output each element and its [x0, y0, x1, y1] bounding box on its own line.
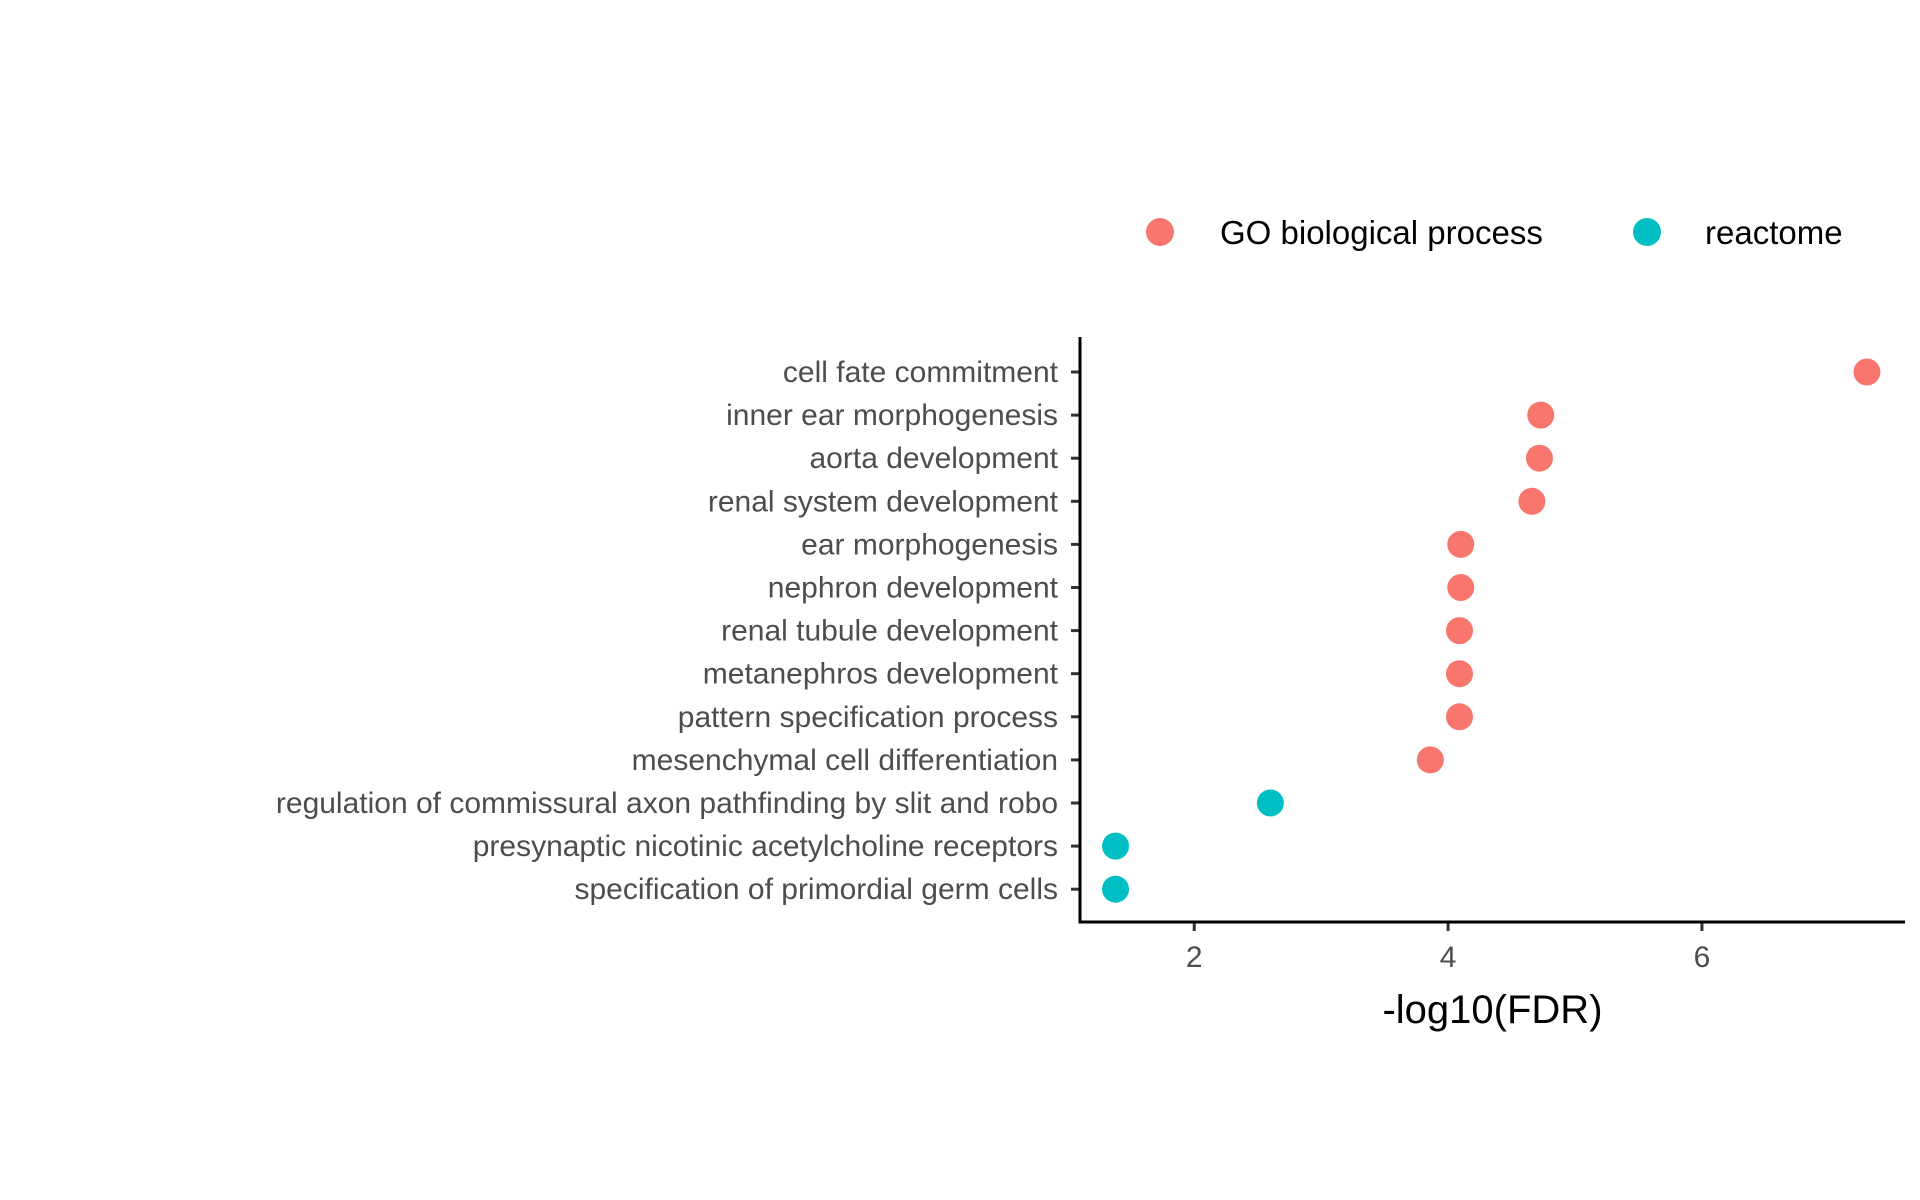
- legend: GO biological process reactome: [1146, 214, 1843, 251]
- data-point: [1853, 358, 1881, 386]
- legend-key: [1633, 218, 1661, 246]
- y-tick-label: cell fate commitment: [783, 356, 1059, 389]
- data-point: [1446, 617, 1473, 645]
- y-tick-label: presynaptic nicotinic acetylcholine rece…: [473, 830, 1058, 863]
- data-point: [1447, 530, 1475, 558]
- legend-label: reactome: [1705, 214, 1843, 251]
- data-points: [1102, 358, 1881, 903]
- data-point: [1446, 703, 1473, 731]
- y-tick-label: mesenchymal cell differentiation: [632, 744, 1058, 777]
- y-tick-label: inner ear morphogenesis: [726, 399, 1058, 432]
- data-point: [1525, 444, 1553, 472]
- y-axis-labels: cell fate commitment inner ear morphogene…: [276, 356, 1059, 906]
- y-tick-label: regulation of commissural axon pathfindi…: [276, 787, 1058, 820]
- y-tick-label: renal tubule development: [721, 615, 1059, 648]
- y-tick-label: aorta development: [810, 442, 1059, 475]
- x-tick-label: 4: [1440, 941, 1457, 974]
- x-tick-label: 6: [1694, 941, 1711, 974]
- x-axis-ticks: 2 4 6: [1186, 922, 1710, 974]
- legend-key: [1146, 218, 1174, 246]
- y-tick-label: nephron development: [768, 572, 1059, 605]
- y-tick-label: pattern specification process: [678, 701, 1058, 734]
- x-tick-label: 2: [1186, 941, 1203, 974]
- data-point: [1256, 789, 1284, 817]
- y-tick-label: renal system development: [708, 485, 1059, 518]
- data-point: [1527, 401, 1555, 429]
- x-axis-title: -log10(FDR): [1382, 988, 1602, 1032]
- legend-label: GO biological process: [1220, 214, 1543, 251]
- data-point: [1102, 832, 1130, 860]
- data-point: [1416, 746, 1444, 774]
- y-tick-label: specification of primordial germ cells: [574, 873, 1058, 906]
- y-tick-label: ear morphogenesis: [801, 528, 1058, 561]
- data-point: [1518, 487, 1546, 515]
- y-tick-label: metanephros development: [703, 658, 1059, 691]
- data-point: [1446, 660, 1473, 688]
- data-point: [1447, 574, 1475, 601]
- data-point: [1102, 875, 1130, 903]
